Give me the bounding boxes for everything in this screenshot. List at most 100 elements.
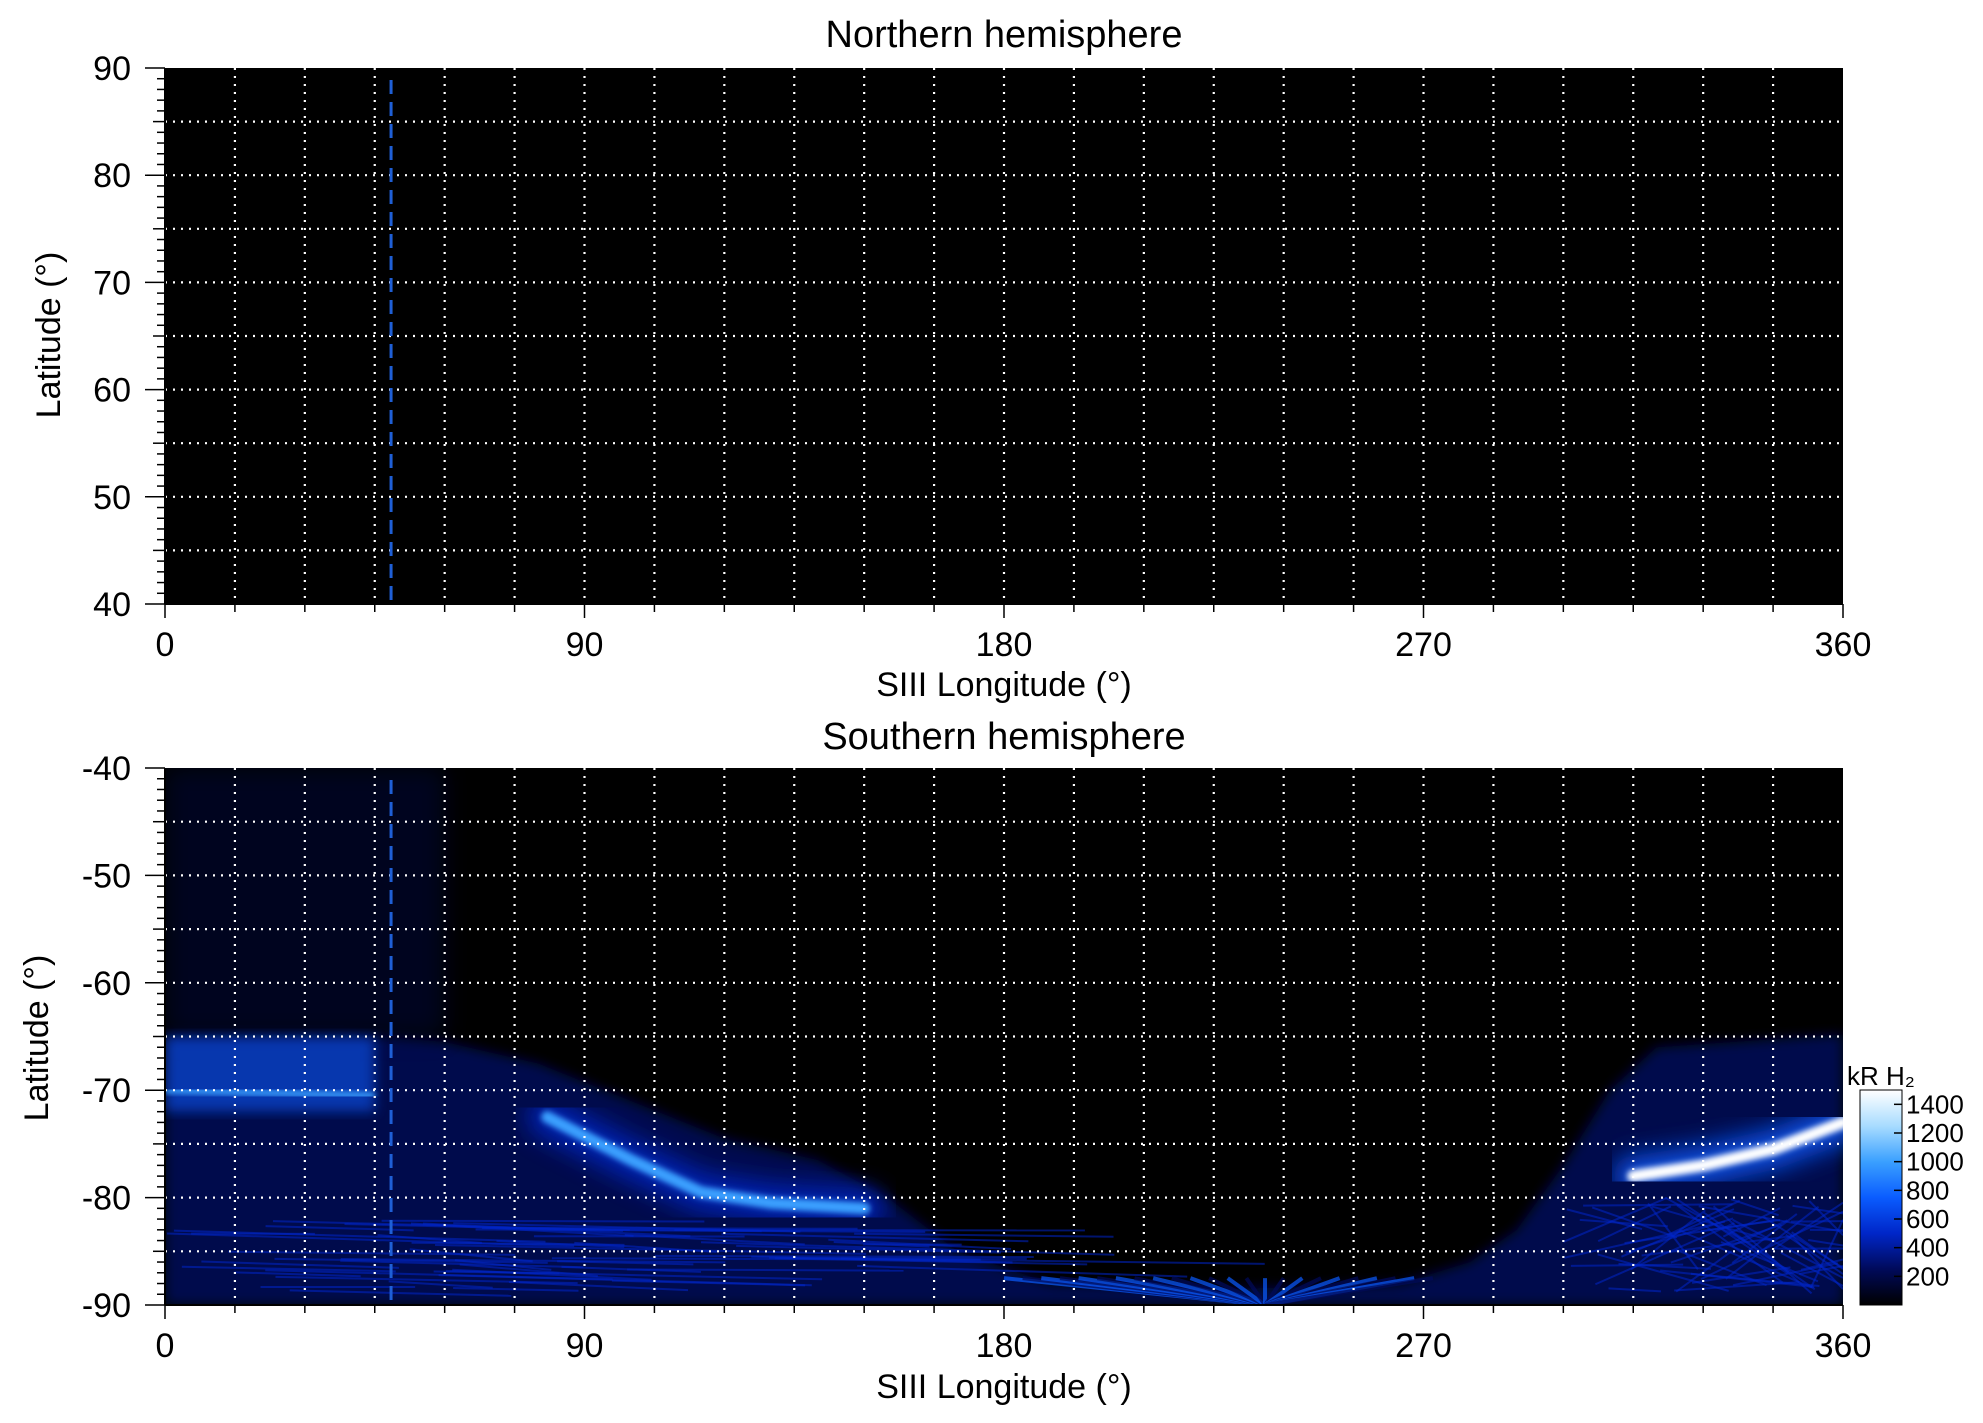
texture-stripe [1676, 1198, 1789, 1275]
x-tick-label: 90 [566, 1327, 604, 1365]
polar-fan-ray [1244, 1277, 1267, 1305]
y-tick-label: 50 [93, 479, 131, 517]
texture-stripe [1762, 1216, 1843, 1269]
texture-stripe [1570, 1263, 1684, 1267]
y-tick-label: 90 [93, 50, 131, 88]
x-tick-label: 180 [976, 1327, 1033, 1365]
y-tick-label: -70 [82, 1072, 131, 1110]
texture-stripe [1608, 1287, 1662, 1293]
texture-stripe [1564, 1220, 1726, 1259]
y-tick-label: 80 [93, 157, 131, 195]
texture-stripe [274, 1257, 548, 1264]
texture-stripe [1810, 1219, 1843, 1288]
texture-stripe [551, 1257, 981, 1261]
texture-stripe [1700, 1219, 1781, 1232]
texture-stripe [624, 1233, 805, 1246]
x-tick-label: 360 [1815, 1327, 1872, 1365]
texture-stripe [1792, 1204, 1843, 1215]
colorbar-tick-label: 600 [1906, 1204, 1949, 1234]
texture-stripe [234, 1271, 361, 1278]
x-tick-label: 270 [1395, 626, 1452, 664]
texture-stripe [736, 1244, 1001, 1254]
texture-stripe [388, 1280, 493, 1289]
y-tick-label: 70 [93, 264, 131, 302]
texture-stripe [769, 1256, 1027, 1260]
y-tick-label: 60 [93, 372, 131, 410]
texture-stripe [1660, 1269, 1815, 1288]
south-emission-layer [165, 768, 1843, 1305]
colorbar-tick-label: 1000 [1906, 1147, 1964, 1177]
texture-stripe [340, 1259, 584, 1269]
south-x-axis-label: SIII Longitude (°) [876, 1368, 1132, 1406]
texture-stripe [459, 1263, 598, 1278]
texture-stripe [1675, 1250, 1733, 1293]
polar-fan-ray [1264, 1276, 1434, 1305]
texture-stripe [433, 1270, 560, 1275]
texture-stripe [1678, 1229, 1813, 1289]
y-tick-label: -80 [82, 1180, 131, 1218]
texture-stripe [721, 1232, 1029, 1243]
polar-fan-ray [1226, 1276, 1267, 1305]
texture-stripe [340, 1258, 726, 1264]
texture-stripe [1583, 1203, 1733, 1207]
x-tick-label: 360 [1815, 626, 1872, 664]
y-tick-label: -90 [82, 1287, 131, 1325]
texture-stripe [201, 1260, 399, 1269]
colorbar-gradient [1859, 1089, 1903, 1306]
texture-stripe [435, 1243, 867, 1255]
texture-stripe [453, 1287, 579, 1292]
x-tick-label: 90 [566, 626, 604, 664]
north-panel-title: Northern hemisphere [826, 14, 1183, 56]
emission-feature-core [541, 1111, 871, 1215]
texture-stripe [228, 1250, 516, 1256]
texture-stripe [509, 1281, 689, 1292]
texture-stripe [289, 1289, 512, 1297]
texture-stripe [265, 1269, 613, 1281]
emission-feature-core [1627, 1116, 1843, 1183]
texture-stripe [167, 1232, 575, 1248]
south-panel-title: Southern hemisphere [822, 716, 1185, 758]
texture-stripe [1691, 1266, 1791, 1284]
texture-stripe [700, 1241, 1115, 1256]
north-grid [165, 68, 1843, 604]
texture-stripe [1664, 1196, 1746, 1243]
texture-stripe [1579, 1218, 1668, 1228]
colorbar-tick-label: 1400 [1906, 1089, 1964, 1119]
coverage-region [165, 768, 1843, 1305]
south-grid [165, 768, 1843, 1305]
texture-stripe [265, 1225, 414, 1232]
emission-band-left [165, 1036, 375, 1112]
texture-stripe [1562, 1197, 1668, 1243]
x-tick-label: 0 [156, 626, 175, 664]
texture-stripe [857, 1264, 1188, 1278]
texture-stripe [1674, 1281, 1800, 1292]
texture-stripe [181, 1265, 396, 1273]
texture-stripe [1621, 1208, 1735, 1258]
texture-stripe [1698, 1205, 1843, 1233]
texture-stripe [1595, 1222, 1735, 1286]
colorbar-label: kR H₂ [1847, 1061, 1915, 1091]
colorbar-tick-label: 200 [1906, 1261, 1949, 1291]
texture-stripe [482, 1226, 858, 1230]
texture-stripe [381, 1219, 705, 1223]
texture-stripe [1808, 1238, 1843, 1247]
south-axes: -40 -50 -60 -70 -80 -90 0 90 180 270 360 [82, 750, 1872, 1365]
texture-stripe [627, 1268, 904, 1272]
colorbar-tick-label: 400 [1906, 1233, 1949, 1263]
texture-stripe [1591, 1206, 1678, 1239]
south-y-axis-label: Latitude (°) [18, 955, 56, 1122]
y-tick-label: -40 [82, 750, 131, 788]
y-tick-label: 40 [93, 586, 131, 624]
faint-wash [165, 768, 445, 1037]
texture-stripe [1799, 1265, 1843, 1275]
texture-stripe [1780, 1251, 1843, 1287]
texture-stripe [1785, 1233, 1843, 1275]
north-y-axis-label: Latitude (°) [30, 252, 68, 419]
x-tick-label: 270 [1395, 1327, 1452, 1365]
texture-stripe [496, 1239, 625, 1249]
y-tick-label: -60 [82, 965, 131, 1003]
texture-stripe [1566, 1208, 1643, 1231]
texture-stripe [1725, 1205, 1820, 1280]
